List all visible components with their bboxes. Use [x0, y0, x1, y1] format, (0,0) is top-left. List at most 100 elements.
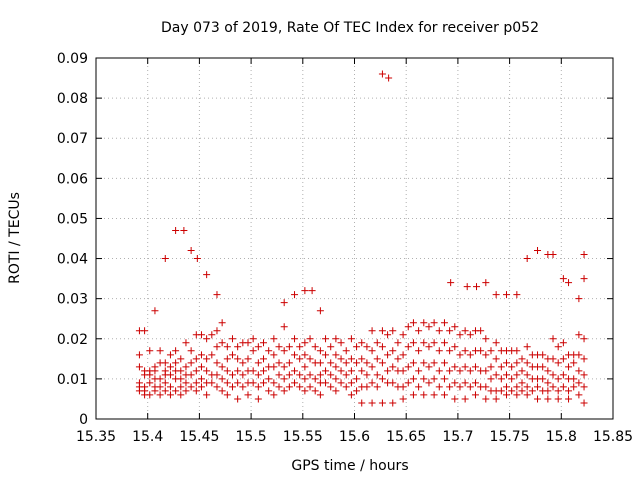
data-point: [523, 343, 531, 351]
data-point: [559, 275, 567, 283]
data-point: [554, 387, 562, 395]
data-point: [570, 359, 578, 367]
data-point: [559, 371, 567, 379]
data-point: [223, 391, 231, 399]
x-tick-label: 15.6: [339, 429, 370, 445]
data-point: [575, 331, 583, 339]
data-point: [342, 347, 350, 355]
data-point: [249, 379, 257, 387]
data-point: [399, 331, 407, 339]
data-point: [332, 387, 340, 395]
data-point: [353, 343, 361, 351]
data-point: [135, 351, 143, 359]
x-tick-label: 15.65: [386, 429, 426, 445]
data-point: [223, 367, 231, 375]
data-point: [197, 375, 205, 383]
data-point: [549, 355, 557, 363]
data-point: [409, 319, 417, 327]
data-point: [580, 355, 588, 363]
data-point: [327, 383, 335, 391]
data-point: [316, 371, 324, 379]
x-tick-label: 15.55: [283, 429, 323, 445]
data-point: [265, 347, 273, 355]
data-point: [342, 371, 350, 379]
data-point: [363, 383, 371, 391]
data-point: [332, 363, 340, 371]
data-point: [580, 383, 588, 391]
y-tick-label: 0.06: [57, 171, 88, 187]
data-point: [554, 343, 562, 351]
data-point: [177, 375, 185, 383]
data-point: [451, 395, 459, 403]
data-point: [523, 255, 531, 263]
data-point: [213, 343, 221, 351]
data-point: [280, 363, 288, 371]
data-point: [172, 226, 180, 234]
data-point: [275, 371, 283, 379]
data-point: [285, 371, 293, 379]
data-point: [544, 387, 552, 395]
data-point: [177, 355, 185, 363]
data-point: [172, 359, 180, 367]
data-point: [466, 331, 474, 339]
data-point: [384, 331, 392, 339]
data-point: [192, 367, 200, 375]
data-point: [508, 363, 516, 371]
data-point: [260, 355, 268, 363]
x-axis-tick-labels: 15.35 15.4 15.45 15.5 15.55 15.6 15.65 15.7 15.7…: [76, 429, 633, 445]
data-point: [280, 299, 288, 307]
data-point: [482, 395, 490, 403]
data-point: [223, 343, 231, 351]
data-point: [373, 339, 381, 347]
data-point: [451, 323, 459, 331]
data-point: [156, 391, 164, 399]
data-point: [554, 359, 562, 367]
data-point: [347, 355, 355, 363]
data-point: [477, 327, 485, 335]
data-point: [156, 347, 164, 355]
data-point: [466, 383, 474, 391]
data-point: [353, 375, 361, 383]
data-point: [197, 363, 205, 371]
data-point: [156, 375, 164, 383]
data-point: [234, 379, 242, 387]
data-point: [399, 367, 407, 375]
data-point: [518, 367, 526, 375]
data-point: [477, 347, 485, 355]
data-point: [291, 367, 299, 375]
data-point: [177, 367, 185, 375]
data-point: [249, 347, 257, 355]
data-point: [404, 379, 412, 387]
data-point: [337, 367, 345, 375]
data-point: [254, 359, 262, 367]
data-point: [502, 383, 510, 391]
data-point: [234, 343, 242, 351]
data-point: [203, 355, 211, 363]
data-point: [260, 367, 268, 375]
data-point: [575, 391, 583, 399]
data-point: [192, 387, 200, 395]
data-point: [415, 383, 423, 391]
data-point: [177, 383, 185, 391]
data-point: [213, 291, 221, 299]
data-point: [549, 335, 557, 343]
data-point: [409, 375, 417, 383]
data-point: [559, 355, 567, 363]
data-point: [161, 387, 169, 395]
data-point: [218, 339, 226, 347]
data-point: [285, 343, 293, 351]
data-point: [358, 339, 366, 347]
data-point: [409, 359, 417, 367]
data-point: [446, 347, 454, 355]
data-point: [280, 387, 288, 395]
data-point: [482, 367, 490, 375]
data-point: [239, 383, 247, 391]
data-point: [559, 339, 567, 347]
data-point: [337, 355, 345, 363]
data-point: [456, 351, 464, 359]
data-point: [409, 391, 417, 399]
data-point: [244, 339, 252, 347]
data-point: [347, 335, 355, 343]
data-point: [570, 375, 578, 383]
data-point: [337, 339, 345, 347]
